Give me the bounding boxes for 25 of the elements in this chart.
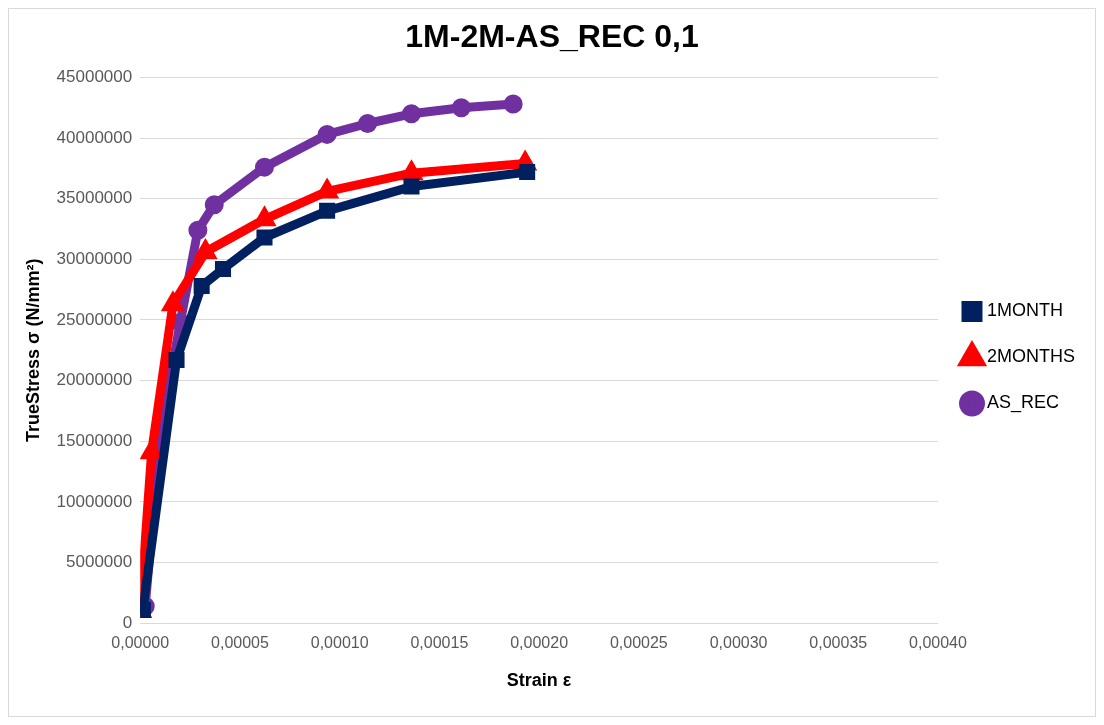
y-tick-label: 40000000 xyxy=(56,127,133,147)
y-tick-label: 30000000 xyxy=(56,249,133,269)
legend-label: 1MONTH xyxy=(987,300,1063,321)
y-tick-label: 15000000 xyxy=(56,430,133,450)
y-tick-label: 25000000 xyxy=(56,309,133,329)
y-tick-label: 0 xyxy=(122,612,133,632)
x-tick-label: 0,00035 xyxy=(809,634,868,652)
y-tick-label: 45000000 xyxy=(56,67,133,87)
x-tick-label: 0,00005 xyxy=(211,634,269,652)
x-tick-label: 0,00010 xyxy=(310,634,369,652)
x-tick-label: 0,00000 xyxy=(111,634,170,652)
x-tick-label: 0,00030 xyxy=(709,634,768,652)
y-tick-label: 35000000 xyxy=(56,188,133,208)
legend-label: 2MONTHS xyxy=(987,346,1076,367)
x-tick-label: 0,00025 xyxy=(609,634,668,652)
y-tick-label: 20000000 xyxy=(56,370,133,390)
x-axis-title: Strain ε xyxy=(506,670,572,691)
x-tick-label: 0,00020 xyxy=(510,634,569,652)
y-tick-label: 5000000 xyxy=(66,552,133,572)
legend-label: AS_REC xyxy=(987,392,1060,414)
chart-title: 1M-2M-AS_REC 0,1 xyxy=(405,18,699,55)
x-tick-label: 0,00040 xyxy=(909,634,968,652)
x-tick-label: 0,00015 xyxy=(410,634,469,652)
y-tick-label: 10000000 xyxy=(56,491,133,511)
y-axis-title: TrueStress σ (N/mm²) xyxy=(22,258,43,442)
